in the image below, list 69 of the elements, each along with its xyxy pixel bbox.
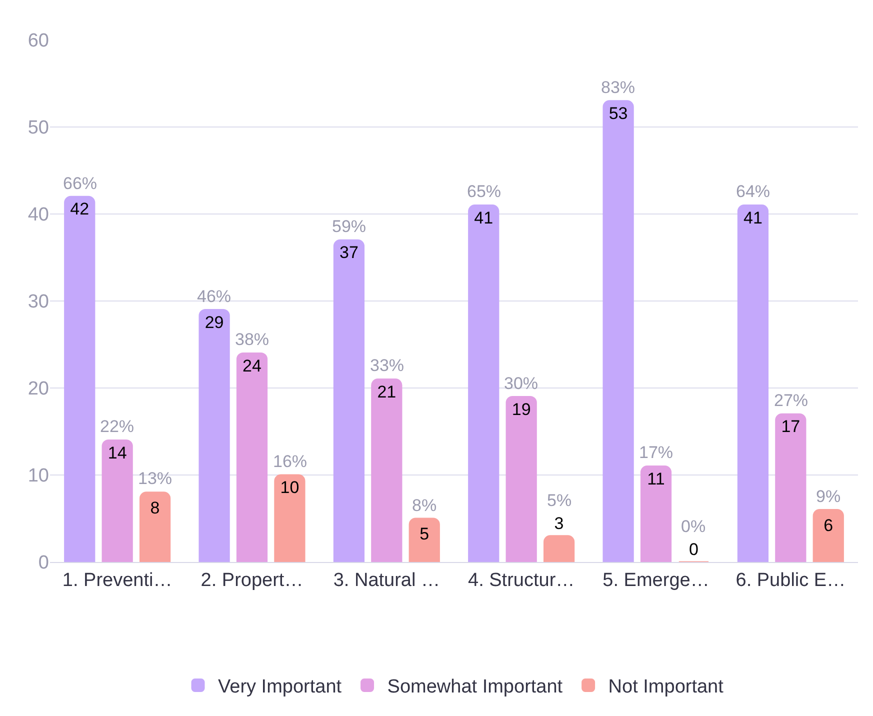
annotation: 33% bbox=[370, 356, 404, 375]
bar bbox=[640, 466, 672, 562]
data-label: 19 bbox=[512, 400, 531, 419]
y-tick-label: 20 bbox=[28, 378, 49, 400]
data-label: 29 bbox=[204, 312, 224, 332]
annotation: 30% bbox=[504, 374, 538, 393]
data-label: 8 bbox=[150, 498, 160, 518]
bar bbox=[468, 204, 500, 562]
bar bbox=[812, 509, 844, 562]
data-label: 5 bbox=[420, 524, 430, 544]
data-label: 6 bbox=[824, 516, 834, 535]
x-tick-label: 2. Propert… bbox=[200, 570, 304, 591]
bar bbox=[408, 518, 440, 562]
annotation: 5% bbox=[547, 491, 572, 510]
data-label: 24 bbox=[242, 356, 262, 376]
data-label: 11 bbox=[647, 469, 665, 488]
y-tick-label: 60 bbox=[28, 30, 49, 52]
legend-label: Very Important bbox=[218, 676, 342, 698]
bar bbox=[602, 100, 634, 562]
data-label: 41 bbox=[744, 208, 762, 228]
annotation: 17% bbox=[639, 443, 674, 462]
data-label: 41 bbox=[474, 208, 494, 228]
y-tick-label: 50 bbox=[28, 118, 49, 139]
annotation: 64% bbox=[736, 182, 770, 201]
bar bbox=[64, 196, 96, 562]
data-label: 42 bbox=[70, 200, 90, 219]
annotation: 83% bbox=[601, 78, 636, 97]
bar bbox=[775, 413, 806, 562]
annotation: 8% bbox=[412, 496, 437, 515]
annotation: 59% bbox=[332, 217, 366, 236]
bar bbox=[236, 352, 268, 562]
annotation: 27% bbox=[774, 391, 808, 410]
bar bbox=[371, 378, 402, 562]
bar bbox=[333, 239, 365, 562]
y-tick-label: 10 bbox=[28, 466, 49, 487]
data-label: 37 bbox=[340, 243, 358, 262]
bar bbox=[506, 396, 537, 562]
annotation: 9% bbox=[816, 487, 841, 506]
bar bbox=[737, 204, 769, 562]
legend-label: Somewhat Important bbox=[387, 676, 564, 698]
data-label: 3 bbox=[554, 514, 564, 533]
x-tick-label: 6. Public E… bbox=[736, 570, 846, 591]
annotation: 16% bbox=[273, 452, 308, 471]
x-tick-label: 3. Natural … bbox=[333, 570, 440, 591]
annotation: 0% bbox=[681, 517, 706, 536]
x-tick-label: 1. Preventi… bbox=[62, 570, 172, 591]
annotation: 22% bbox=[100, 417, 134, 436]
annotation: 38% bbox=[235, 330, 270, 349]
bar bbox=[198, 308, 230, 562]
annotation: 65% bbox=[467, 182, 502, 201]
bar bbox=[274, 474, 306, 562]
y-tick-label: 40 bbox=[28, 204, 49, 226]
x-tick-label: 4. Structur… bbox=[468, 570, 575, 591]
bar bbox=[543, 535, 575, 562]
x-tick-label: 5. Emerge… bbox=[602, 570, 710, 591]
data-label: 53 bbox=[608, 104, 628, 123]
legend-label: Not Important bbox=[608, 676, 724, 698]
annotation: 13% bbox=[138, 469, 172, 488]
data-label: 10 bbox=[280, 478, 300, 498]
annotation: 46% bbox=[197, 287, 232, 306]
bar bbox=[102, 439, 133, 562]
y-tick-label: 30 bbox=[28, 292, 49, 313]
y-tick-label: 0 bbox=[38, 552, 49, 574]
data-label: 21 bbox=[377, 382, 396, 402]
data-label: 14 bbox=[108, 443, 127, 462]
annotation: 66% bbox=[63, 174, 98, 193]
data-label: 0 bbox=[688, 540, 698, 559]
data-label: 17 bbox=[781, 417, 800, 436]
bar bbox=[139, 492, 171, 562]
